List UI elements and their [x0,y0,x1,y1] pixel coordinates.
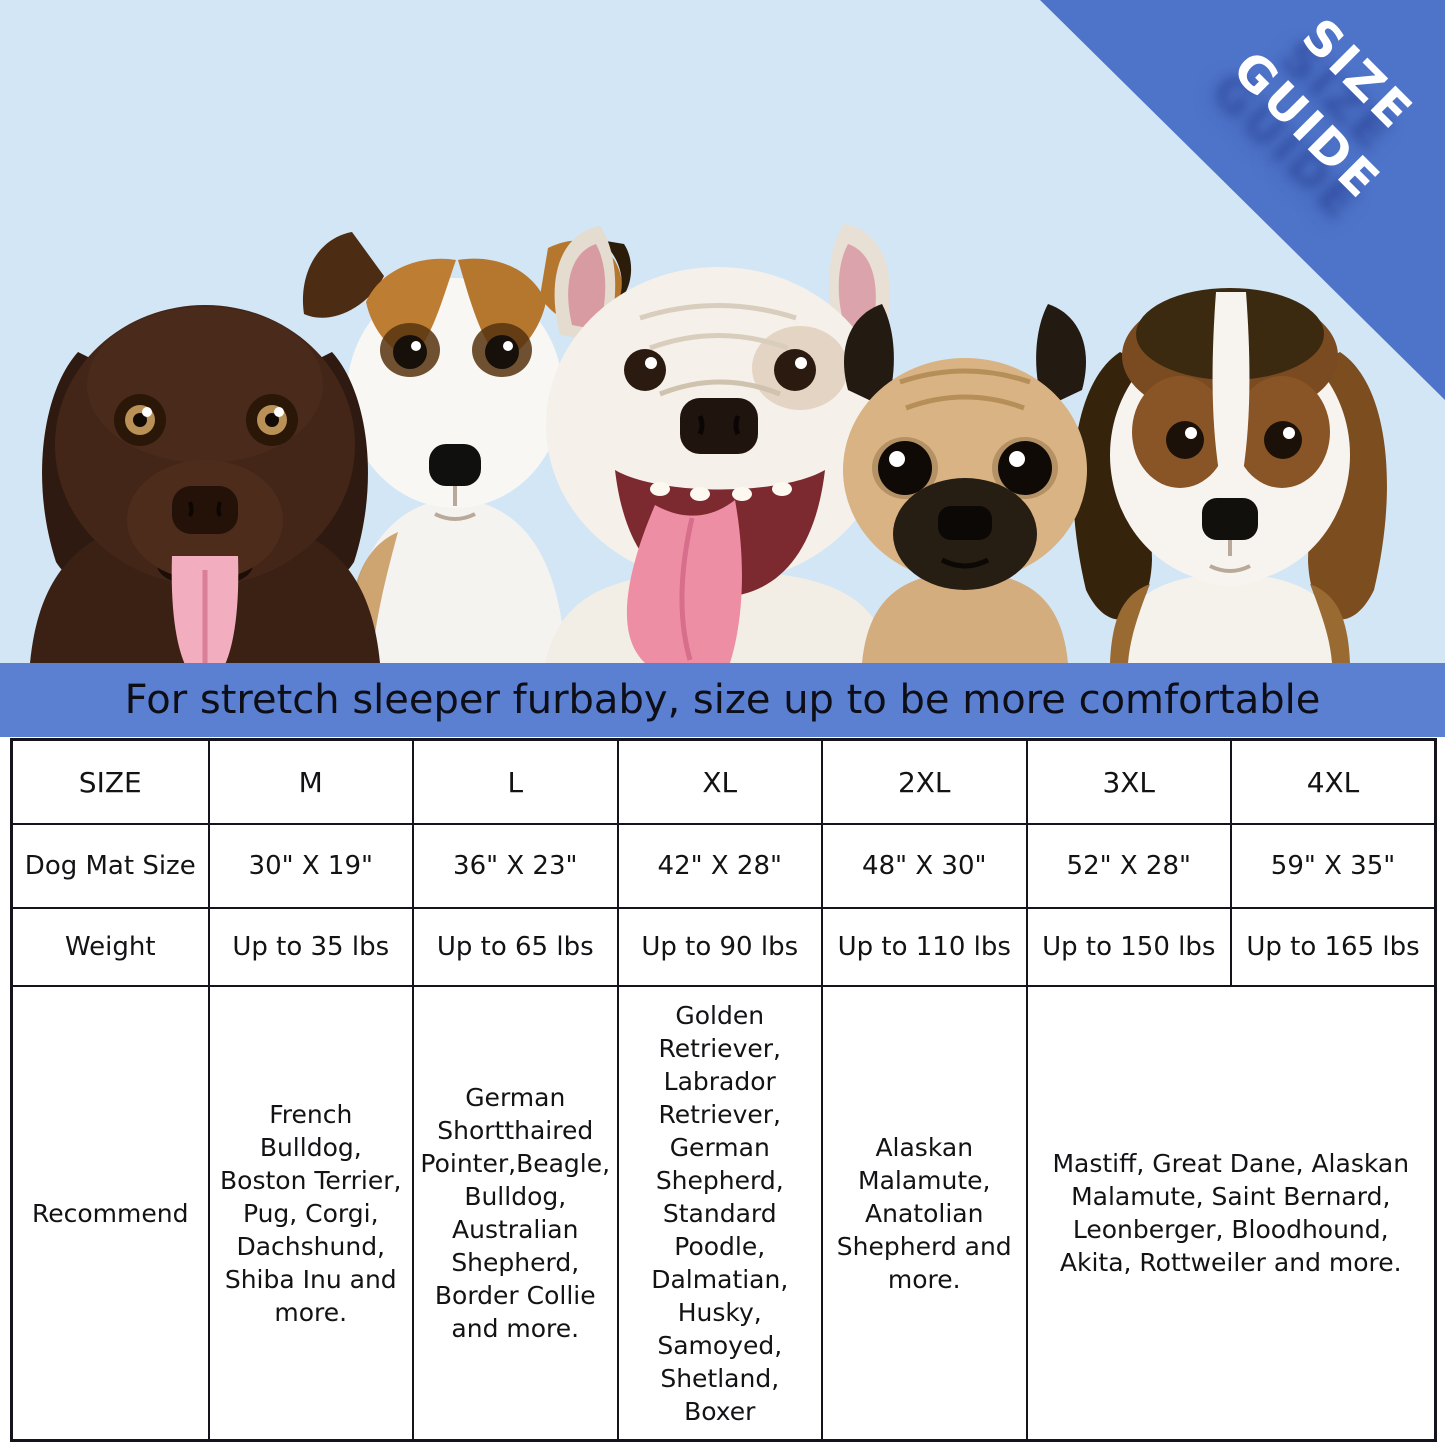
weight-l-cell: Up to 65 lbs [412,907,619,987]
pug-puppy-image [843,304,1087,663]
mat-size-row-label: Dog Mat Size [10,823,210,909]
recommend-l-cell: German Shortthaired Pointer,Beagle, Bull… [412,985,619,1442]
mat-size-l-cell: 36" X 23" [412,823,619,909]
weight-4xl-cell: Up to 165 lbs [1230,907,1437,987]
header-cell-3xl: 3XL [1025,738,1232,825]
mat-size-4xl-cell: 59" X 35" [1230,823,1437,909]
weight-xl-cell: Up to 90 lbs [616,907,823,987]
header-cell-size: SIZE [10,738,210,825]
weight-2xl-cell: Up to 110 lbs [821,907,1028,987]
mat-size-3xl-cell: 52" X 28" [1025,823,1232,909]
header-cell-m: M [207,738,414,825]
header-cell-4xl: 4XL [1230,738,1437,825]
hero-background: SIZE GUIDE [0,0,1445,663]
mat-size-2xl-cell: 48" X 30" [821,823,1028,909]
promo-banner-text: For stretch sleeper furbaby, size up to … [124,677,1321,723]
jack-russell-terrier-puppy-image [302,232,632,663]
recommend-xl-cell: Golden Retriever, Labrador Retriever, Ge… [616,985,823,1442]
size-table-header-row: SIZE M L XL 2XL 3XL 4XL [10,738,1437,825]
recommend-2xl-cell: Alaskan Malamute, Anatolian Shepherd and… [821,985,1028,1442]
header-cell-2xl: 2XL [821,738,1028,825]
mat-size-xl-cell: 42" X 28" [616,823,823,909]
size-table: SIZE M L XL 2XL 3XL 4XL Dog Mat Size 30"… [10,738,1437,1442]
recommend-row: Recommend French Bulldog, Boston Terrier… [10,985,1437,1442]
beagle-puppy-image [1073,288,1387,663]
recommend-3xl-4xl-cell: Mastiff, Great Dane, Alaskan Malamute, S… [1025,985,1437,1442]
weight-m-cell: Up to 35 lbs [207,907,414,987]
promo-banner: For stretch sleeper furbaby, size up to … [0,663,1445,737]
weight-row: Weight Up to 35 lbs Up to 65 lbs Up to 9… [10,907,1437,987]
size-table-grid: SIZE M L XL 2XL 3XL 4XL Dog Mat Size 30"… [10,738,1437,1442]
weight-row-label: Weight [10,907,210,987]
bulldog-puppy-image [545,224,892,663]
puppies-photo [30,224,1387,663]
recommend-m-cell: French Bulldog, Boston Terrier, Pug, Cor… [207,985,414,1442]
header-cell-xl: XL [616,738,823,825]
recommend-row-label: Recommend [10,985,210,1442]
mat-size-row: Dog Mat Size 30" X 19" 36" X 23" 42" X 2… [10,823,1437,909]
mat-size-m-cell: 30" X 19" [207,823,414,909]
chocolate-labrador-puppy-image [30,305,380,663]
weight-3xl-cell: Up to 150 lbs [1025,907,1232,987]
header-cell-l: L [412,738,619,825]
